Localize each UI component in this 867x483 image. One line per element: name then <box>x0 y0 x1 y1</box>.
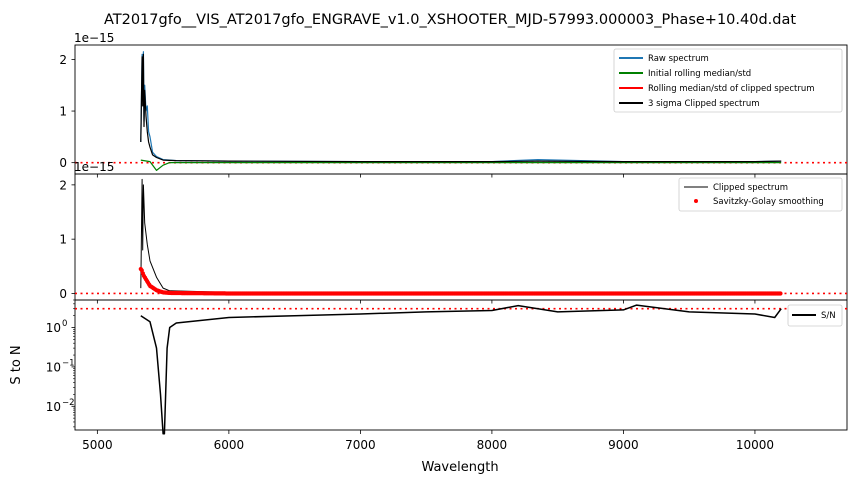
y-tick-label: 1 <box>59 233 67 247</box>
y-tick-label: 0 <box>59 156 67 170</box>
legend-label-savgol: Savitzky-Golay smoothing <box>713 197 824 207</box>
panel-top-plot <box>75 51 847 171</box>
panel-top-y-ticks: 0 1 2 <box>59 53 75 170</box>
savgol-point <box>778 291 783 296</box>
series-signal-to-noise <box>140 304 782 435</box>
x-tick-label: 10000 <box>736 438 774 452</box>
series-savgol-points <box>138 266 783 296</box>
panel-bottom-ylabel: S to N <box>9 345 24 384</box>
y-tick-label: 10 <box>46 321 61 335</box>
x-tick-label: 8000 <box>477 438 508 452</box>
legend-label-raw: Raw spectrum <box>648 54 709 64</box>
y-tick-exponent: −2 <box>62 398 75 408</box>
y-tick-exponent: 0 <box>62 319 67 329</box>
legend-label-clipped-spectrum: Clipped spectrum <box>713 183 788 193</box>
panel-top-offset-text: 1e−15 <box>74 31 114 45</box>
x-axis-label: Wavelength <box>421 460 498 475</box>
x-tick-label: 7000 <box>345 438 376 452</box>
legend-swatch-savgol <box>694 199 698 203</box>
legend-label-sn: S/N <box>821 311 836 321</box>
panel-top-legend: Raw spectrum Initial rolling median/std … <box>613 48 843 113</box>
y-tick-label: 1 <box>59 105 67 119</box>
x-tick-label: 9000 <box>608 438 639 452</box>
y-tick-label: 2 <box>59 178 67 192</box>
x-tick-label: 6000 <box>214 438 245 452</box>
series-clipped-spectrum <box>140 53 782 163</box>
y-tick-label: 0 <box>59 287 67 301</box>
panel-middle-legend: Clipped spectrum Savitzky-Golay smoothin… <box>678 177 843 212</box>
series-initial-rolling <box>140 159 782 171</box>
panel-middle-y-ticks: 0 1 2 <box>59 178 75 301</box>
legend-label-rolling: Rolling median/std of clipped spectrum <box>648 84 815 94</box>
panel-top-legend-box <box>613 48 843 113</box>
y-tick-label: 10 <box>46 400 61 414</box>
panel-bottom-plot <box>75 304 847 435</box>
panel-middle-plot <box>75 178 847 296</box>
y-tick-exponent: −1 <box>62 358 75 368</box>
panel-middle: 1e−15 0 1 2 Clipped spectrum Savitzky-Gola… <box>59 160 848 301</box>
legend-label-clipped: 3 sigma Clipped spectrum <box>648 99 759 109</box>
panel-bottom-frame <box>74 299 848 431</box>
panel-middle-offset-text: 1e−15 <box>74 160 114 174</box>
panel-top: 1e−15 0 1 2 Raw spectrum Initial rolling m… <box>59 31 848 175</box>
legend-label-initial: Initial rolling median/std <box>648 69 751 79</box>
panel-bottom-legend: S/N <box>787 304 843 327</box>
figure-title: AT2017gfo__VIS_AT2017gfo_ENGRAVE_v1.0_XS… <box>104 12 796 28</box>
panel-middle-legend-box <box>678 177 843 212</box>
y-tick-label: 10 <box>46 360 61 374</box>
x-axis-ticks: 5000 6000 7000 8000 9000 10000 <box>82 174 774 452</box>
y-tick-label: 2 <box>59 53 67 67</box>
x-tick-label: 5000 <box>82 438 113 452</box>
